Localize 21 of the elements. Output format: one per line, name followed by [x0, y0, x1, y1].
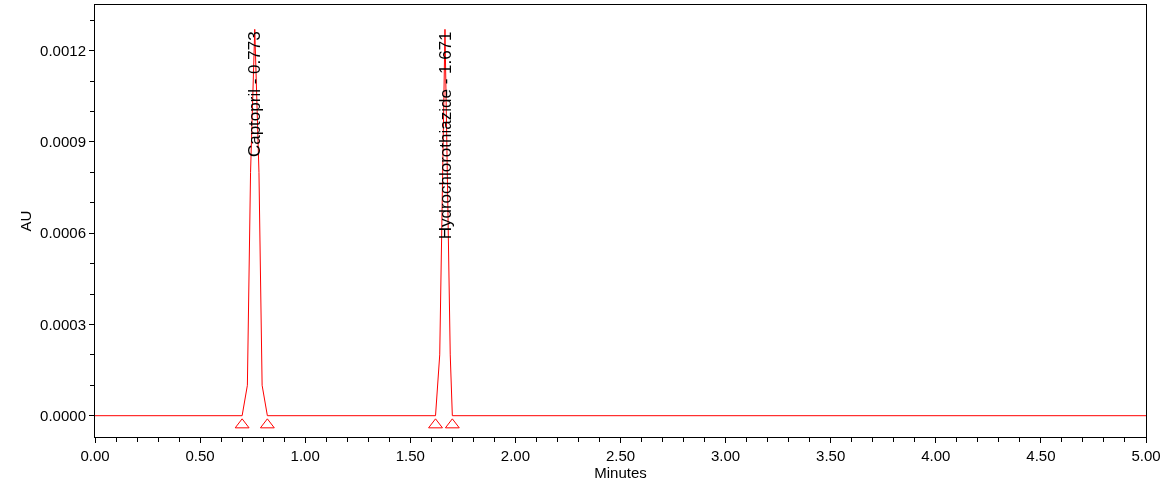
annotation: Captopril - 0.773 [245, 31, 265, 158]
x-tick-label: 1.50 [395, 447, 425, 464]
y-tick-label: 0.0003 [40, 315, 86, 333]
x-tick-label: 1.00 [290, 447, 320, 464]
x-tick-label: 4.50 [1026, 447, 1056, 464]
x-tick-label: 0.00 [80, 447, 110, 464]
line-series [95, 28, 1146, 417]
y-tick-label: 0.0000 [40, 406, 86, 424]
x-tick-label: 0.50 [185, 447, 215, 464]
x-tick-label: 3.50 [816, 447, 846, 464]
x-tick-label: 4.00 [921, 447, 951, 464]
x-tick-label: 3.00 [711, 447, 741, 464]
annotation: Hydrochlorothiazide - 1.671 [435, 31, 455, 240]
x-axis-title: Minutes [594, 464, 647, 481]
x-tick-label: 5.00 [1131, 447, 1161, 464]
y-axis-title: AU [17, 210, 35, 232]
x-tick-label: 2.50 [605, 447, 636, 464]
y-tick-label: 0.0009 [40, 133, 86, 151]
y-tick-label: 0.0006 [40, 224, 86, 242]
x-tick-label: 2.00 [500, 447, 530, 464]
y-tick-label: 0.0012 [40, 41, 86, 59]
